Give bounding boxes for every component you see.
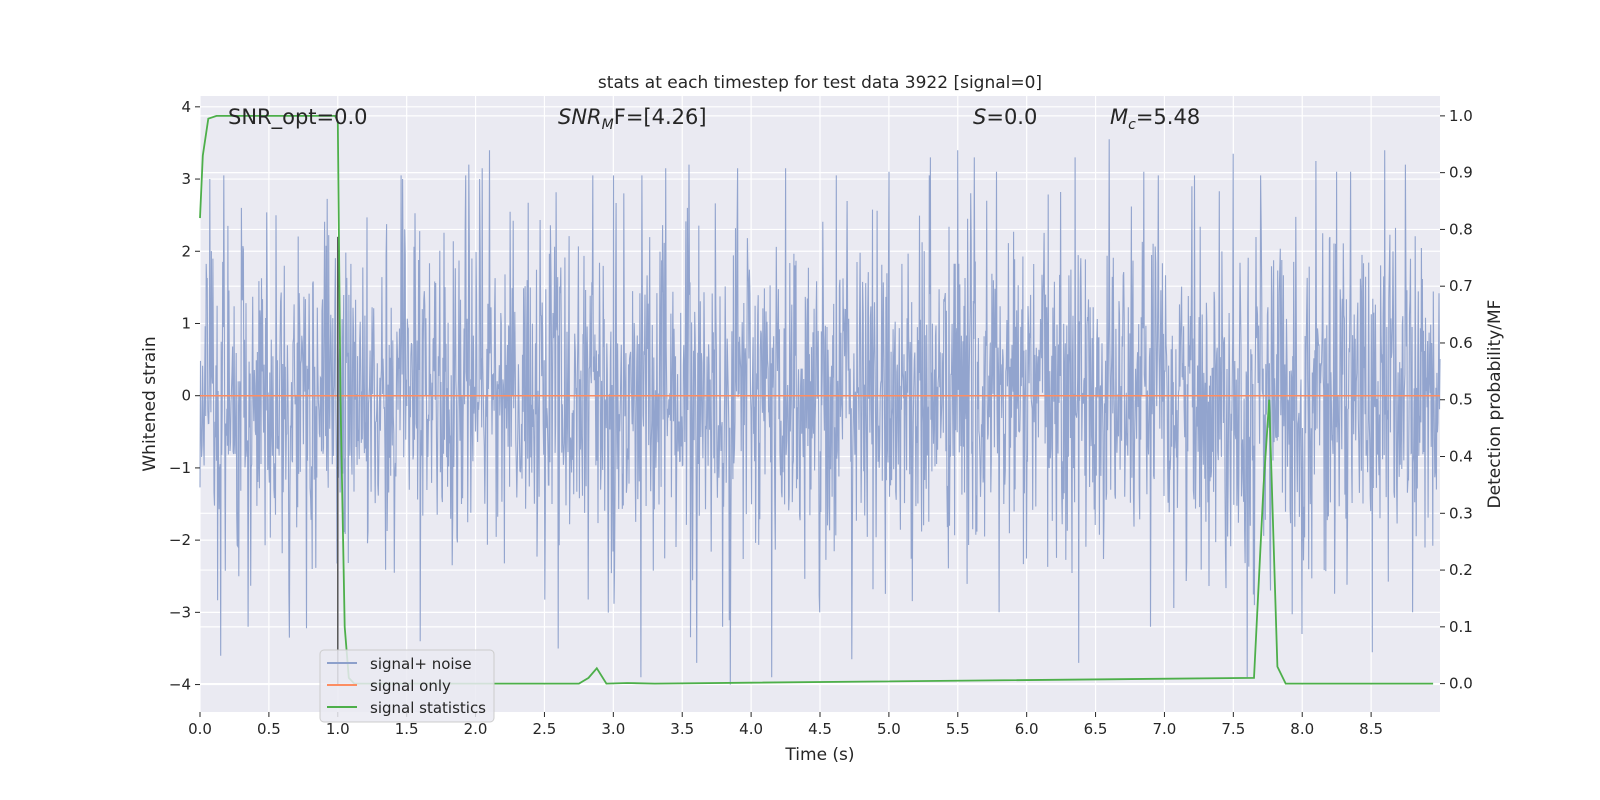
y-left-tick-label: 4 <box>181 98 191 116</box>
y-right-tick-label: 0.2 <box>1449 561 1473 579</box>
y-left-tick-label: −4 <box>169 676 191 694</box>
y-right-tick-label: 0.9 <box>1449 164 1473 182</box>
y-left-tick-label: −1 <box>169 459 191 477</box>
snr-mf-subscript: M <box>602 117 614 133</box>
y-right-tick-label: 0.6 <box>1449 334 1473 352</box>
x-tick-label: 1.5 <box>395 720 419 738</box>
snr-mf-symbol: SNR <box>558 105 602 129</box>
legend-item-signal-noise: signal+ noise <box>327 655 472 673</box>
y-left-axis-ticks: −4 −3 −2 −1 0 1 2 3 4 <box>169 98 200 694</box>
chart-annotations: SNR_opt=0.0 SNRMF=[4.26] S=0.0 Mc=5.48 <box>228 105 1200 133</box>
x-tick-label: 7.0 <box>1153 720 1177 738</box>
y-right-tick-label: 1.0 <box>1449 107 1473 125</box>
y-right-tick-label: 0.8 <box>1449 220 1473 238</box>
mc-value: =5.48 <box>1136 105 1200 129</box>
x-tick-label: 3.0 <box>601 720 625 738</box>
snr-opt-annotation: SNR_opt=0.0 <box>228 105 368 130</box>
x-tick-label: 0.0 <box>188 720 212 738</box>
y-left-tick-label: −3 <box>169 603 191 621</box>
y-left-tick-label: −2 <box>169 531 191 549</box>
y-right-tick-label: 0.1 <box>1449 618 1473 636</box>
y-right-tick-label: 0.4 <box>1449 448 1473 466</box>
x-tick-label: 2.0 <box>464 720 488 738</box>
y-right-axis-label: Detection probability/MF <box>1485 300 1505 509</box>
x-axis-label: Time (s) <box>784 745 854 765</box>
x-tick-label: 5.0 <box>877 720 901 738</box>
x-tick-label: 1.0 <box>326 720 350 738</box>
x-tick-label: 0.5 <box>257 720 281 738</box>
legend-item-signal-only: signal only <box>327 677 451 695</box>
x-tick-label: 3.5 <box>670 720 694 738</box>
signal-noise-series <box>199 139 1441 685</box>
x-tick-label: 6.0 <box>1015 720 1039 738</box>
x-tick-label: 8.5 <box>1359 720 1383 738</box>
snr-mf-annotation: SNRMF=[4.26] <box>558 105 707 133</box>
y-right-tick-label: 0.5 <box>1449 391 1473 409</box>
y-right-axis-ticks: 0.0 0.1 0.2 0.3 0.4 0.5 0.6 0.7 0.8 0.9 1.0 <box>1440 107 1473 693</box>
mc-annotation: Mc=5.48 <box>1110 105 1200 133</box>
y-right-tick-label: 0.3 <box>1449 504 1473 522</box>
s-annotation: S=0.0 <box>973 105 1037 129</box>
x-axis-ticks: 0.0 0.5 1.0 1.5 2.0 2.5 3.0 3.5 4.0 4.5 5.0 5.5 6.0 6… <box>188 712 1383 738</box>
x-tick-label: 4.0 <box>739 720 763 738</box>
s-symbol: S <box>973 105 986 129</box>
y-right-tick-label: 0.7 <box>1449 277 1473 295</box>
snr-mf-value: F=[4.26] <box>614 105 707 129</box>
mc-symbol: M <box>1110 105 1128 129</box>
y-left-tick-label: 0 <box>181 387 191 405</box>
legend-label-signal-only: signal only <box>370 677 451 695</box>
x-tick-label: 2.5 <box>533 720 557 738</box>
x-tick-label: 6.5 <box>1084 720 1108 738</box>
chart-title: stats at each timestep for test data 392… <box>598 73 1042 93</box>
x-tick-label: 7.5 <box>1221 720 1245 738</box>
legend-label-signal-noise: signal+ noise <box>370 655 472 673</box>
mc-subscript: c <box>1128 117 1136 133</box>
legend: signal+ noise signal only signal statist… <box>319 649 495 723</box>
y-left-tick-label: 3 <box>181 170 191 188</box>
signal-noise-line <box>199 139 1441 685</box>
y-left-tick-label: 2 <box>181 242 191 260</box>
s-value: =0.0 <box>986 105 1037 129</box>
y-left-tick-label: 1 <box>181 314 191 332</box>
legend-box <box>319 649 495 723</box>
x-tick-label: 8.0 <box>1290 720 1314 738</box>
y-left-axis-label: Whitened strain <box>140 336 160 471</box>
legend-item-signal-statistics: signal statistics <box>327 699 486 717</box>
x-tick-label: 5.5 <box>946 720 970 738</box>
x-tick-label: 4.5 <box>808 720 832 738</box>
legend-label-signal-statistics: signal statistics <box>370 699 486 717</box>
y-right-tick-label: 0.0 <box>1449 675 1473 693</box>
